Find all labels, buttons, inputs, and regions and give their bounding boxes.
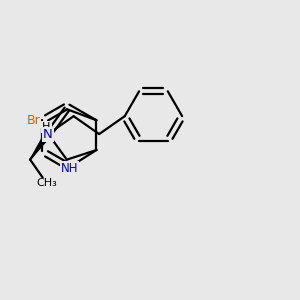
Text: H: H xyxy=(42,122,51,132)
Text: NH: NH xyxy=(61,162,79,175)
Text: N: N xyxy=(43,128,53,141)
Polygon shape xyxy=(30,132,51,160)
Text: Br: Br xyxy=(27,114,40,127)
Text: CH₃: CH₃ xyxy=(37,178,58,188)
